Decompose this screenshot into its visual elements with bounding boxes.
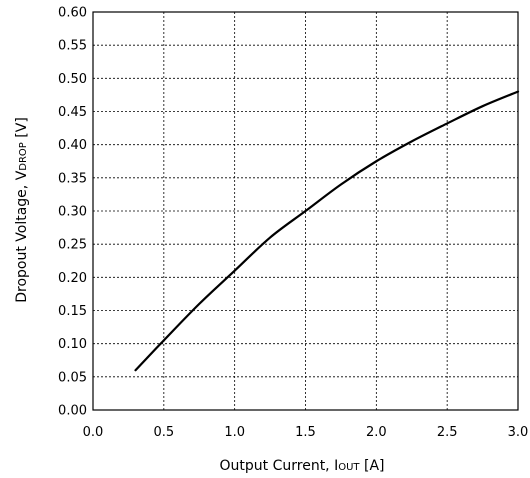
y-tick-label: 0.50 [58, 72, 87, 87]
y-tick-label: 0.40 [58, 138, 87, 153]
y-tick-labels: 0.00 0.05 0.10 0.15 0.20 0.25 0.30 0.35 0.40 0.45… [58, 6, 87, 419]
x-axis-title: Output Current, IOUT [A] [220, 458, 385, 474]
y-tick-label: 0.20 [58, 271, 87, 286]
y-axis-title-unit: [V] [14, 117, 30, 142]
y-tick-label: 0.25 [58, 238, 87, 253]
y-axis-title-sub: DROP [18, 142, 29, 171]
x-tick-label: 0.0 [83, 425, 104, 440]
y-tick-label: 0.15 [58, 304, 87, 319]
y-tick-label: 0.60 [58, 6, 87, 21]
x-tick-label: 3.0 [508, 425, 529, 440]
y-tick-label: 0.30 [58, 205, 87, 220]
y-tick-label: 0.10 [58, 337, 87, 352]
series-line [134, 90, 520, 372]
y-tick-label: 0.45 [58, 105, 87, 120]
x-tick-label: 1.5 [295, 425, 316, 440]
y-tick-label: 0.00 [58, 404, 87, 419]
y-tick-label: 0.05 [58, 370, 87, 385]
plot-frame [92, 11, 519, 411]
y-tick-label: 0.35 [58, 171, 87, 186]
y-axis-title-main: Dropout Voltage, V [14, 170, 30, 302]
x-tick-labels: 0.0 0.5 1.0 1.5 2.0 2.5 3.0 [83, 425, 529, 440]
x-tick-label: 2.0 [366, 425, 387, 440]
series-layer [134, 90, 520, 372]
x-axis-title-sub: OUT [338, 462, 360, 473]
x-tick-label: 2.5 [437, 425, 458, 440]
x-tick-label: 0.5 [153, 425, 174, 440]
x-axis-title-unit: [A] [360, 458, 385, 474]
x-axis-title-main: Output Current, I [220, 458, 339, 474]
y-tick-label: 0.55 [58, 39, 87, 54]
x-tick-label: 1.0 [224, 425, 245, 440]
y-axis-title: Dropout Voltage, VDROP [V] [14, 117, 30, 303]
